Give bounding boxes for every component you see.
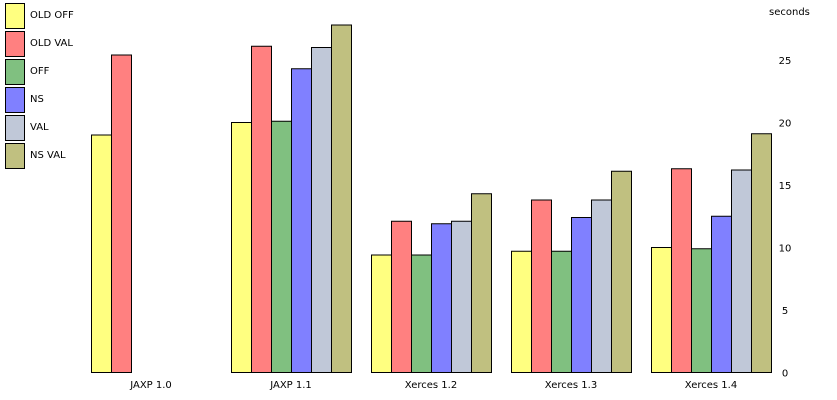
legend-swatch: [5, 3, 25, 29]
bar-val-xerces-1-2: [451, 220, 472, 373]
legend-label: OLD OFF: [30, 10, 74, 21]
x-tick-label: Xerces 1.2: [405, 380, 457, 391]
y-tick-label: 25: [779, 56, 792, 67]
legend-swatch: [5, 31, 25, 57]
bar-ns-xerces-1-3: [571, 217, 592, 373]
bar-old-off-jaxp-1-1: [231, 122, 252, 373]
bar-ns-val-jaxp-1-1: [331, 24, 352, 373]
legend-label: NS: [30, 94, 44, 105]
legend-label: NS VAL: [30, 150, 66, 161]
bar-ns-val-xerces-1-3: [611, 170, 632, 373]
y-tick-label: 10: [779, 244, 792, 255]
bar-old-val-xerces-1-4: [671, 168, 692, 373]
bar-old-val-xerces-1-2: [391, 220, 412, 373]
bar-old-val-jaxp-1-1: [251, 45, 272, 373]
x-tick-label: Xerces 1.3: [545, 380, 597, 391]
bar-ns-jaxp-1-1: [291, 68, 312, 373]
bar-old-off-xerces-1-3: [511, 250, 532, 373]
bar-off-xerces-1-2: [411, 254, 432, 373]
legend-swatch: [5, 143, 25, 169]
legend-swatch: [5, 87, 25, 113]
bar-ns-xerces-1-4: [711, 215, 732, 373]
legend-label: OFF: [30, 66, 50, 77]
y-tick-label: 15: [779, 181, 792, 192]
y-tick-label: 0: [782, 369, 788, 380]
y-tick-label: 20: [779, 119, 792, 130]
y-tick-label: 5: [782, 306, 788, 317]
bar-ns-xerces-1-2: [431, 223, 452, 373]
legend-label: OLD VAL: [30, 38, 73, 49]
bar-val-xerces-1-4: [731, 169, 752, 373]
legend-swatch: [5, 115, 25, 141]
bar-ns-val-xerces-1-4: [751, 133, 772, 373]
bar-val-jaxp-1-1: [311, 47, 332, 373]
bar-off-jaxp-1-1: [271, 120, 292, 373]
y-axis-unit-label: seconds: [769, 7, 810, 18]
bar-old-off-jaxp-1-0: [91, 134, 112, 373]
bar-off-xerces-1-4: [691, 248, 712, 373]
x-tick-label: Xerces 1.4: [685, 380, 737, 391]
bar-old-val-jaxp-1-0: [111, 54, 132, 373]
bar-old-val-xerces-1-3: [531, 199, 552, 373]
x-tick-label: JAXP 1.1: [269, 380, 312, 391]
legend-swatch: [5, 59, 25, 85]
legend-label: VAL: [30, 122, 49, 133]
bar-ns-val-xerces-1-2: [471, 193, 492, 373]
bar-old-off-xerces-1-4: [651, 247, 672, 373]
bar-old-off-xerces-1-2: [371, 254, 392, 373]
bar-off-xerces-1-3: [551, 250, 572, 373]
bar-val-xerces-1-3: [591, 199, 612, 373]
x-tick-label: JAXP 1.0: [129, 380, 172, 391]
